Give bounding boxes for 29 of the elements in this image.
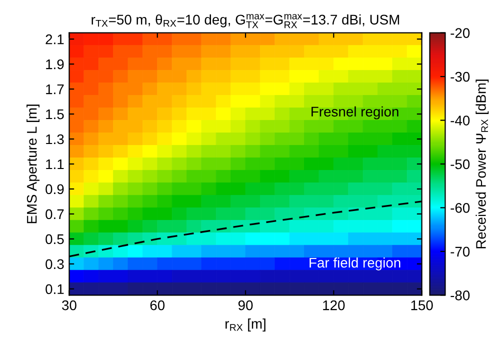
x-tick-label: 150: [411, 300, 433, 310]
y-tick-label: 0.3: [46, 259, 64, 270]
y-tick-label: 1.1: [46, 159, 64, 170]
x-tick-label: 120: [323, 300, 345, 310]
color-bar-title: Received Power Ψ$_{RX}$ [dBm]: [476, 80, 489, 248]
x-tick-label: 60: [150, 300, 165, 310]
color-bar-label: -50: [450, 159, 470, 170]
x-axis-title: r$_{RX}$ [m]: [226, 318, 266, 332]
x-tick-label: 30: [62, 300, 76, 310]
y-axis-title: EMS Aperture L [m]: [26, 104, 40, 224]
color-bar-label: -30: [450, 72, 470, 82]
y-tick-label: 0.1: [46, 284, 64, 294]
y-tick-label: 1.3: [46, 134, 64, 144]
color-bar-label: -20: [450, 28, 470, 38]
color-bar-label: -40: [450, 116, 470, 126]
color-bar-label: -60: [450, 203, 470, 213]
x-tick-label: 90: [238, 300, 253, 310]
y-tick-label: 1.9: [46, 59, 64, 70]
y-tick-label: 1.5: [46, 110, 64, 120]
color-bar-label: -80: [450, 290, 470, 300]
annotation: Fresnel region: [312, 106, 398, 120]
color-bar-label: -70: [450, 246, 470, 257]
y-tick-label: 0.5: [46, 234, 64, 244]
annotation: Far field region: [310, 257, 400, 270]
y-tick-label: 1.7: [46, 84, 64, 94]
y-tick-label: 0.9: [46, 184, 64, 194]
chart-title: r$_{TX}$=50 m, θ$_{RX}$=10 deg, G$^{max}$$_{TX}$=G$^{max}$$_{RX}$=13.7 dBi, USM: [92, 14, 400, 28]
y-tick-label: 0.7: [46, 209, 64, 220]
y-tick-label: 2.1: [46, 34, 64, 44]
